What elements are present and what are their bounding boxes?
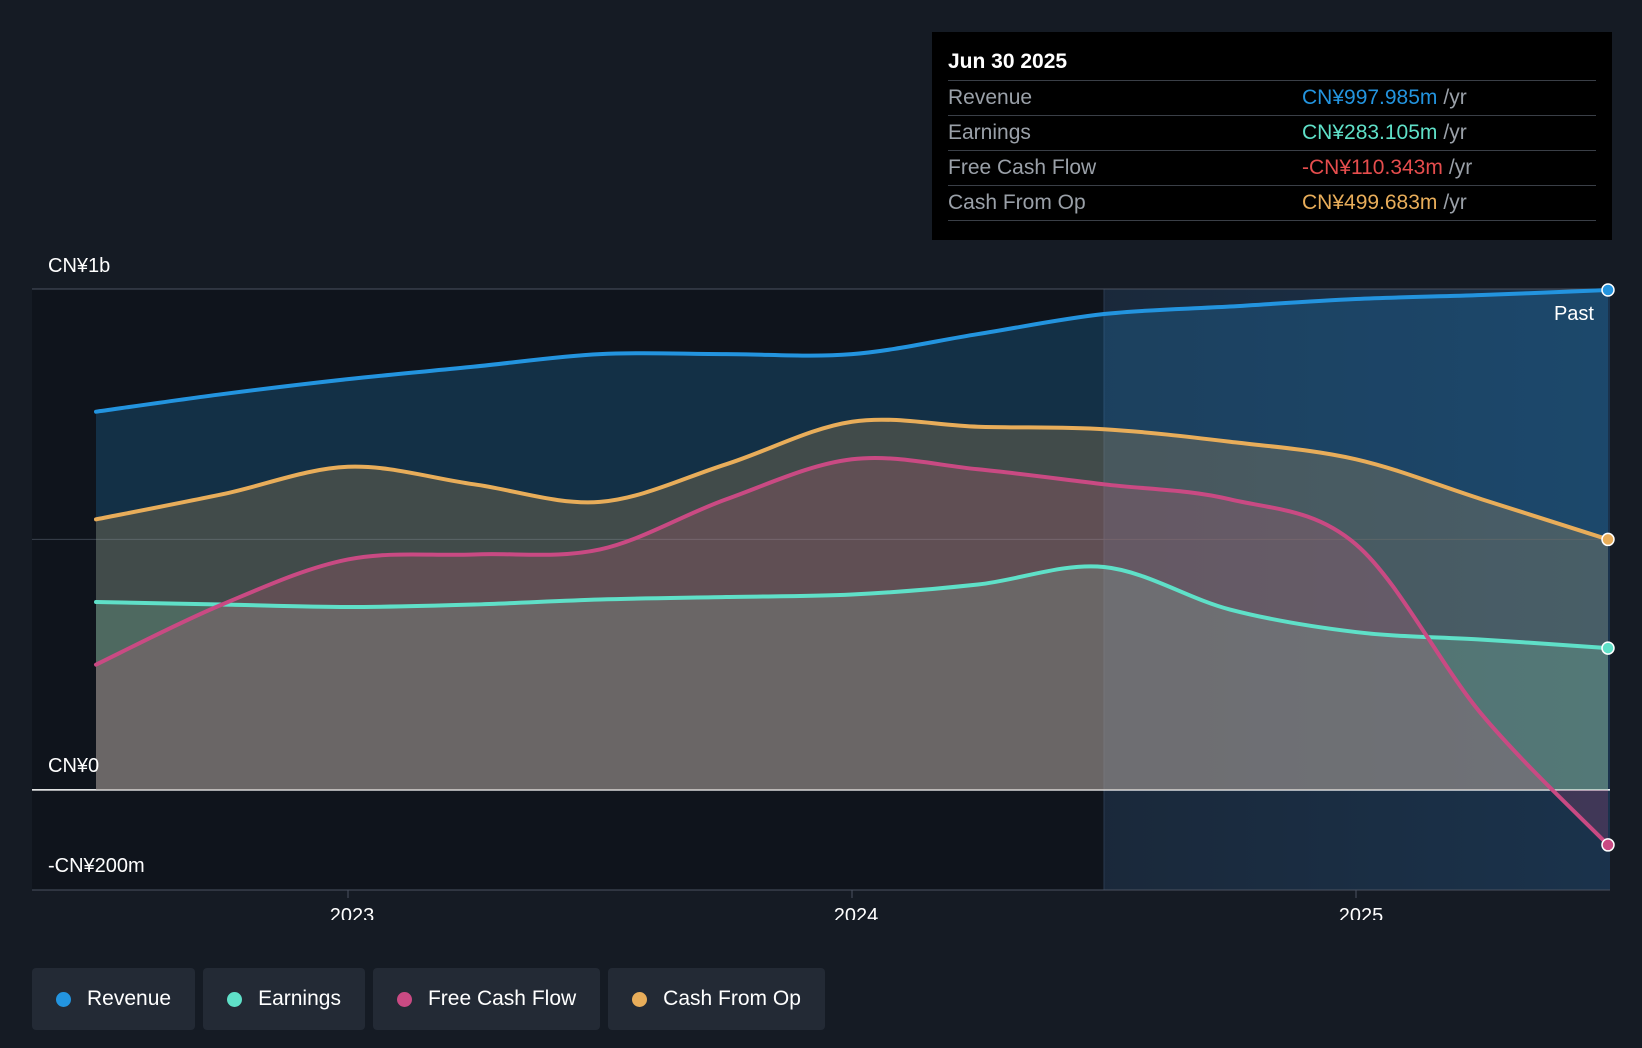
legend-label: Cash From Op bbox=[663, 987, 801, 1010]
legend-dot-icon bbox=[56, 991, 71, 1007]
tooltip: Jun 30 2025 Revenue CN¥997.985m /yr Earn… bbox=[932, 32, 1612, 240]
tooltip-unit: /yr bbox=[1448, 156, 1473, 179]
tooltip-name: Earnings bbox=[948, 121, 1031, 144]
tooltip-row-cash-from-op: Cash From Op CN¥499.683m /yr bbox=[948, 186, 1596, 221]
past-label: Past bbox=[1554, 303, 1594, 325]
cash-from-op-end-marker bbox=[1601, 532, 1615, 547]
free-cash-flow-end-marker bbox=[1601, 838, 1615, 852]
legend-item-cash-from-op[interactable]: Cash From Op bbox=[608, 968, 825, 1030]
revenue-line bbox=[94, 288, 1610, 414]
tooltip-value: -CN¥110.343m bbox=[1302, 156, 1443, 179]
x-tick-2024: 2024 bbox=[834, 905, 879, 920]
tooltip-unit: /yr bbox=[1443, 191, 1467, 214]
tooltip-name: Free Cash Flow bbox=[948, 156, 1097, 179]
tooltip-row-free-cash-flow: Free Cash Flow -CN¥110.343m /yr bbox=[948, 151, 1596, 186]
tooltip-date: Jun 30 2025 bbox=[948, 46, 1596, 81]
earnings-end-marker bbox=[1601, 641, 1615, 655]
y-label-bottom: -CN¥200m bbox=[48, 855, 145, 877]
tooltip-name: Revenue bbox=[948, 86, 1033, 109]
earnings-line bbox=[94, 564, 1610, 651]
legend-label: Free Cash Flow bbox=[427, 987, 577, 1010]
legend-item-earnings[interactable]: Earnings bbox=[203, 968, 365, 1030]
tooltip-unit: /yr bbox=[1443, 121, 1467, 144]
tooltip-value: CN¥283.105m bbox=[1302, 121, 1438, 144]
tooltip-value: CN¥997.985m bbox=[1302, 86, 1438, 109]
free-cash-flow-line bbox=[94, 455, 1610, 847]
earnings-area bbox=[96, 566, 1608, 790]
legend-dot-icon bbox=[227, 991, 243, 1007]
cash-from-op-area bbox=[96, 419, 1608, 790]
legend: Revenue Earnings Free Cash Flow Cash Fro… bbox=[32, 968, 825, 1030]
legend-item-revenue[interactable]: Revenue bbox=[32, 968, 196, 1030]
revenue-area bbox=[96, 290, 1608, 790]
tooltip-unit: /yr bbox=[1443, 86, 1467, 109]
chart: CN¥1b CN¥0 -CN¥200m 2023 2024 2025 Past bbox=[32, 255, 1615, 920]
tooltip-row-revenue: Revenue CN¥997.985m /yr bbox=[948, 81, 1596, 116]
x-tick-2025: 2025 bbox=[1339, 905, 1384, 920]
legend-item-free-cash-flow[interactable]: Free Cash Flow bbox=[372, 968, 601, 1030]
tooltip-row-earnings: Earnings CN¥283.105m /yr bbox=[948, 116, 1596, 151]
legend-label: Earnings bbox=[258, 987, 341, 1010]
tooltip-value: CN¥499.683m bbox=[1302, 191, 1438, 214]
tooltip-name: Cash From Op bbox=[948, 191, 1086, 214]
revenue-end-marker bbox=[1601, 283, 1615, 297]
y-label-top: CN¥1b bbox=[48, 255, 110, 277]
legend-dot-icon bbox=[632, 991, 648, 1007]
y-label-zero: CN¥0 bbox=[48, 755, 99, 777]
cash-from-op-line bbox=[94, 417, 1610, 542]
legend-label: Revenue bbox=[87, 987, 172, 1010]
legend-dot-icon bbox=[396, 991, 412, 1007]
x-tick-2023: 2023 bbox=[330, 905, 375, 920]
